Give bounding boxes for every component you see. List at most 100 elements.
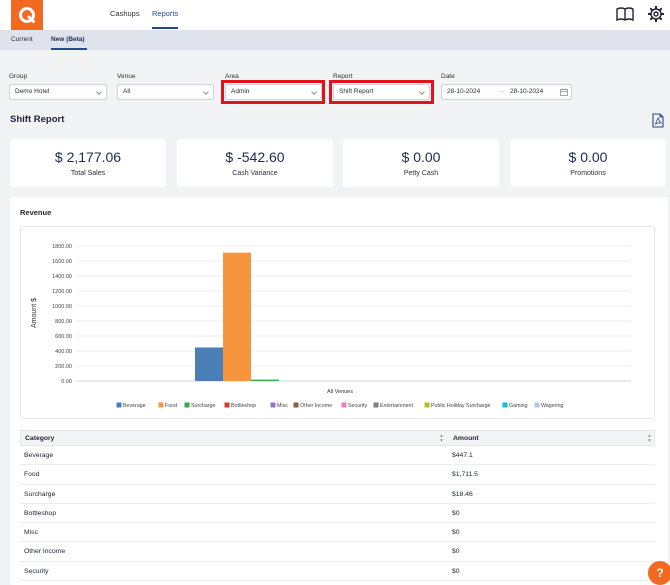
legend-item: Beverage	[123, 403, 146, 409]
settings-gear-icon[interactable]	[647, 5, 665, 24]
y-tick-label: 1800.00	[52, 244, 72, 250]
legend-item: Entertainment	[380, 403, 414, 409]
table-row: Beverage $447.1	[20, 446, 655, 466]
legend-swatch	[158, 402, 164, 408]
area-select-value: Admin	[231, 88, 250, 95]
kpi-label: Petty Cash	[403, 170, 439, 177]
legend-swatch	[224, 402, 230, 408]
cell-category: Other Income	[24, 548, 66, 556]
calendar-icon[interactable]	[560, 88, 568, 98]
cell-category: Beverage	[24, 452, 54, 459]
chevron-down-icon	[203, 89, 209, 95]
y-tick-label: 1400.00	[52, 274, 72, 280]
y-tick-label: 1000.00	[52, 304, 72, 310]
legend-swatch	[502, 402, 508, 408]
cell-amount: $1,711.5	[452, 471, 478, 479]
report-version-tabs: Current New (Beta)	[0, 30, 670, 50]
kpi-label: Total Sales	[70, 170, 106, 177]
legend-item: Public Holiday Surcharge	[431, 403, 491, 409]
y-tick-label: 1600.00	[52, 259, 72, 265]
legend-item: Wagering	[541, 403, 564, 409]
kpi-petty-cash: $ 0.00 Petty Cash	[343, 139, 499, 187]
x-category-label: All Venues	[327, 389, 353, 395]
y-tick-label: 1200.00	[52, 289, 72, 295]
book-icon[interactable]	[616, 6, 634, 24]
column-header-category[interactable]: Category	[25, 435, 55, 442]
legend-item: Security	[348, 403, 367, 409]
report-select[interactable]: Shift Report	[333, 84, 430, 100]
logo-q-icon	[19, 7, 35, 23]
legend-item: Misc	[277, 403, 288, 409]
kpi-value: $ 0.00	[401, 149, 441, 165]
cell-category: Food	[24, 471, 40, 479]
table-row: Food $1,711.5	[20, 465, 655, 485]
nav-active-indicator	[152, 27, 178, 29]
report-highlight-box	[329, 80, 434, 104]
chevron-down-icon	[96, 89, 102, 95]
sort-icon[interactable]: ▲ ▼	[439, 433, 444, 444]
kpi-value: $ -542.60	[225, 149, 285, 165]
report-label: Report	[333, 73, 353, 80]
export-pdf-icon[interactable]	[652, 113, 664, 130]
table-row: Surcharge $18.46	[20, 485, 655, 504]
table-body: Beverage $447.1 Food $1,711.5 Surcharge $18.4…	[20, 446, 655, 582]
y-tick-label: 600.00	[55, 334, 72, 340]
table-row: Misc $0	[20, 523, 655, 543]
table-row: Other Income $0	[20, 542, 655, 562]
table-row: Security $0	[20, 562, 655, 582]
cell-amount: $0	[452, 567, 460, 575]
kpi-label: Cash Variance	[232, 170, 278, 177]
legend-swatch	[534, 402, 540, 408]
group-select-value: Demo Hotel	[15, 88, 50, 95]
cell-category: Security	[24, 567, 49, 575]
report-title: Shift Report	[10, 114, 65, 125]
table-header: Category ▲ ▼ Amount ▲ ▼	[20, 430, 655, 446]
area-label: Area	[225, 73, 239, 80]
bar-food	[223, 252, 251, 381]
tab-current[interactable]: Current	[11, 36, 33, 43]
revenue-title: Revenue	[20, 208, 52, 217]
date-from[interactable]: 28-10-2024	[447, 88, 481, 95]
legend-item: Surcharge	[191, 403, 215, 409]
legend-item: Bottleshop	[231, 403, 256, 409]
venue-select[interactable]: All	[117, 84, 214, 100]
kpi-total-sales: $ 2,177.06 Total Sales	[10, 139, 166, 187]
area-select[interactable]: Admin	[225, 84, 322, 100]
revenue-table: Category ▲ ▼ Amount ▲ ▼ Beverage $447.1 Food…	[20, 430, 655, 582]
cell-amount: $447.1	[452, 452, 473, 459]
date-label: Date	[441, 73, 455, 80]
y-tick-label: 400.00	[55, 349, 72, 355]
nav-cashups[interactable]: Cashups	[110, 9, 140, 18]
tab-active-indicator	[51, 48, 87, 50]
group-label: Group	[9, 73, 28, 80]
date-range-arrow: →	[498, 88, 505, 95]
revenue-chart: 0.00 200.00 400.00 600.00 800.00 1000.00 1200.…	[20, 226, 655, 419]
kpi-promotions: $ 0.00 Promotions	[510, 139, 666, 187]
legend-item: Gaming	[509, 403, 528, 409]
revenue-panel: Revenue 0.00 200.00 400.00 600.00 800.00 1000…	[10, 197, 668, 585]
group-select[interactable]: Demo Hotel	[9, 84, 107, 100]
legend-swatch	[341, 402, 347, 408]
column-header-amount[interactable]: Amount	[453, 435, 479, 442]
kpi-value: $ 2,177.06	[54, 149, 122, 165]
date-to[interactable]: 28-10-2024	[510, 88, 544, 95]
help-button[interactable]: ?	[648, 561, 670, 585]
tab-new-beta[interactable]: New (Beta)	[51, 36, 85, 43]
date-range-picker[interactable]: 28-10-2024 → 28-10-2024	[441, 84, 572, 100]
bar-beverage	[195, 347, 223, 381]
cell-category: Misc	[24, 529, 38, 537]
cell-amount: $0	[452, 548, 460, 556]
nav-reports[interactable]: Reports	[152, 9, 179, 18]
legend-item: Other Income	[300, 403, 332, 409]
chevron-down-icon	[311, 89, 317, 95]
cell-amount: $0	[452, 509, 460, 517]
top-bar: Cashups Reports	[0, 0, 670, 30]
kpi-cash-variance: $ -542.60 Cash Variance	[177, 139, 333, 187]
kpi-label: Promotions	[570, 170, 606, 177]
sort-icon[interactable]: ▲ ▼	[647, 433, 652, 444]
app-logo[interactable]	[11, 0, 43, 30]
bar-surcharge	[251, 379, 279, 381]
legend-swatch	[184, 402, 190, 408]
y-axis-label: Amount $	[31, 298, 38, 328]
venue-select-value: All	[123, 88, 131, 95]
